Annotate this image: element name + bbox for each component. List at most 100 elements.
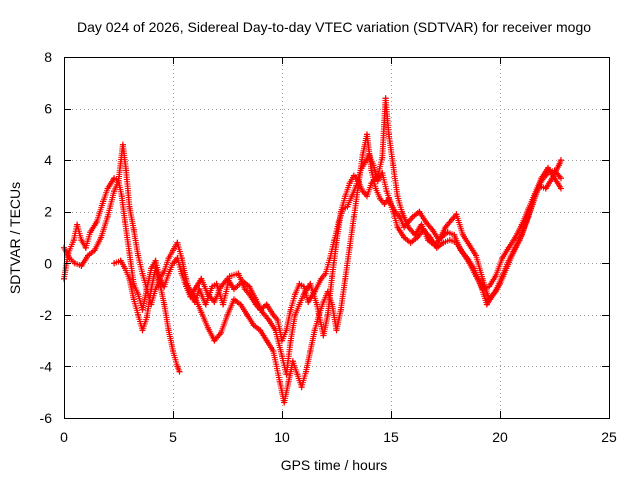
axis-ticks <box>64 57 610 419</box>
data-point <box>551 175 558 182</box>
data-point <box>374 172 381 179</box>
data-point <box>466 260 473 267</box>
data-point <box>78 237 85 244</box>
data-point <box>449 216 455 223</box>
data-point <box>409 213 416 220</box>
data-point <box>66 255 73 262</box>
data-point <box>479 275 486 282</box>
data-point <box>118 193 125 200</box>
data-point <box>324 288 331 295</box>
data-point <box>156 280 163 287</box>
data-point <box>505 244 512 251</box>
data-point <box>538 175 545 182</box>
data-point <box>414 234 421 241</box>
data-point <box>394 224 401 231</box>
data-point <box>382 95 389 102</box>
data-point <box>237 301 244 308</box>
data-point <box>104 213 111 220</box>
data-point <box>420 226 427 233</box>
data-point <box>283 327 290 334</box>
data-point <box>473 252 479 259</box>
data-point <box>161 301 168 308</box>
data-point <box>198 275 205 282</box>
data-point <box>361 159 368 166</box>
data-point <box>285 378 292 385</box>
x-tick-label: 10 <box>274 429 290 445</box>
data-point <box>117 257 124 264</box>
data-point <box>322 270 329 277</box>
data-point <box>178 270 185 277</box>
data-point <box>218 283 224 290</box>
data-point <box>213 280 220 287</box>
data-point <box>220 301 227 308</box>
data-point <box>211 337 218 344</box>
data-point <box>241 286 248 293</box>
data-point <box>525 206 532 213</box>
data-point <box>135 311 142 318</box>
data-point <box>270 311 277 318</box>
data-point <box>510 250 517 256</box>
data-point <box>71 260 78 267</box>
data-point <box>512 234 519 241</box>
data-point <box>416 208 423 215</box>
data-point <box>224 311 231 318</box>
data-point <box>459 250 466 256</box>
data-point <box>161 268 168 274</box>
data-point <box>130 296 137 303</box>
data-point <box>300 291 307 298</box>
data-point <box>350 172 357 179</box>
data-point <box>401 234 408 241</box>
data-point <box>442 224 449 231</box>
data-point <box>204 324 211 331</box>
data-point <box>479 286 486 293</box>
data-point <box>174 239 181 246</box>
data-point <box>300 283 307 290</box>
data-point <box>165 270 172 277</box>
data-point <box>191 293 198 300</box>
data-point <box>394 193 401 200</box>
data-point <box>459 231 466 238</box>
data-point <box>74 221 81 228</box>
data-point <box>270 348 277 354</box>
data-point <box>202 301 209 308</box>
data-point <box>422 219 429 225</box>
data-point <box>296 301 303 308</box>
data-point <box>453 239 460 246</box>
data-point <box>324 311 331 318</box>
data-point <box>396 213 403 220</box>
data-point <box>235 270 242 277</box>
data-point <box>250 322 257 329</box>
data-point <box>427 234 434 241</box>
data-point <box>174 363 181 370</box>
data-point <box>78 262 85 269</box>
y-tick-label: 6 <box>44 101 52 117</box>
data-point <box>316 311 323 318</box>
data-point <box>259 309 266 316</box>
data-point <box>198 309 205 316</box>
data-point <box>518 221 525 228</box>
y-tick-label: 2 <box>44 204 52 220</box>
data-point <box>165 327 172 334</box>
data-point <box>558 185 564 192</box>
data-point <box>372 185 379 192</box>
data-point <box>111 188 118 195</box>
data-point <box>383 188 390 195</box>
data-point <box>139 327 146 334</box>
data-point <box>531 190 538 197</box>
plot-frame <box>64 57 610 419</box>
data-point <box>405 224 412 231</box>
data-point <box>333 239 340 246</box>
data-point <box>497 280 503 287</box>
x-tick-label: 15 <box>383 429 399 445</box>
series-track-c <box>111 257 183 375</box>
data-point <box>122 265 128 272</box>
data-point <box>368 167 375 174</box>
data-point <box>440 239 447 246</box>
data-point <box>418 221 425 228</box>
x-tick-label: 20 <box>492 429 508 445</box>
data-point <box>444 229 451 236</box>
data-point <box>558 175 564 182</box>
data-point <box>135 252 142 259</box>
data-point <box>246 283 253 290</box>
data-point <box>318 275 325 282</box>
